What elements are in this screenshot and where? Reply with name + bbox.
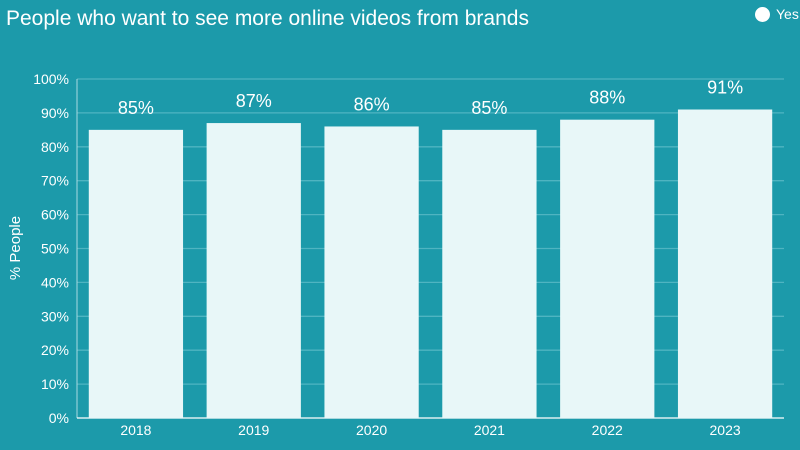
legend-label-yes: Yes [776, 6, 799, 22]
x-tick-label: 2021 [474, 422, 505, 438]
x-tick-label: 2018 [120, 422, 151, 438]
data-labels: 85% 87% 86% 85% 88% 91% [118, 78, 743, 118]
bar [560, 119, 655, 419]
x-tick-label: 2020 [356, 422, 387, 438]
x-tick-label: 2019 [238, 422, 269, 438]
axes [76, 79, 784, 419]
bar [88, 129, 184, 418]
legend-marker-icon [755, 6, 770, 22]
y-tick-label: 60% [41, 207, 69, 223]
y-tick-label: 0% [49, 410, 69, 426]
bar [206, 123, 301, 418]
data-label: 87% [236, 91, 272, 111]
bar [442, 129, 537, 418]
x-tick-label: 2022 [592, 422, 623, 438]
bars [88, 109, 773, 419]
bar [677, 109, 773, 418]
y-tick-label: 30% [41, 308, 69, 324]
data-label: 88% [589, 88, 625, 108]
data-label: 86% [354, 94, 390, 114]
data-label: 91% [707, 78, 743, 98]
chart-title: People who want to see more online video… [6, 7, 529, 30]
y-tick-label: 70% [41, 173, 69, 189]
y-tick-label: 20% [41, 342, 69, 358]
data-label: 85% [471, 98, 507, 118]
bar [324, 126, 419, 419]
tick-labels: 0% 10% 20% 30% 40% 50% 60% 70% 80% 90% 100% 2018 201… [33, 71, 741, 438]
legend[interactable]: Yes [755, 6, 799, 22]
y-tick-label: 100% [33, 71, 69, 87]
gridlines [77, 78, 784, 385]
y-tick-label: 80% [41, 139, 69, 155]
y-tick-label: 10% [41, 376, 69, 392]
y-tick-label: 90% [41, 105, 69, 121]
x-tick-label: 2023 [710, 422, 741, 438]
data-label: 85% [118, 98, 154, 118]
y-axis-title: % People [7, 216, 24, 280]
y-tick-label: 50% [41, 241, 69, 257]
y-tick-label: 40% [41, 274, 69, 290]
